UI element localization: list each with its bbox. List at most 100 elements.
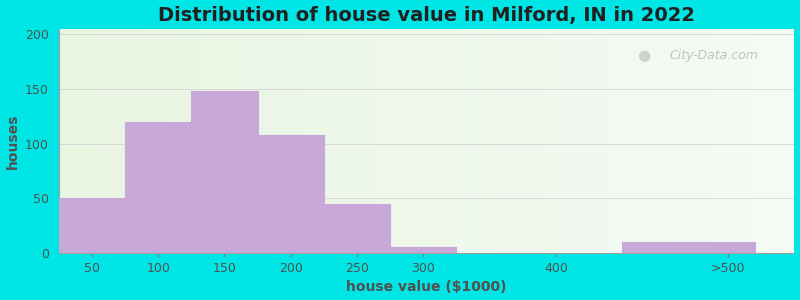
Bar <box>486 29 489 253</box>
Bar <box>772 29 776 253</box>
Bar <box>746 29 750 253</box>
Bar <box>272 29 276 253</box>
Bar <box>769 29 772 253</box>
Bar <box>626 29 629 253</box>
Bar <box>585 29 589 253</box>
Bar <box>364 29 368 253</box>
Bar <box>276 29 279 253</box>
Bar <box>320 29 323 253</box>
Bar <box>541 29 544 253</box>
Bar <box>169 29 173 253</box>
Bar <box>242 29 246 253</box>
Bar <box>125 29 129 253</box>
Bar <box>419 29 423 253</box>
Bar <box>415 29 419 253</box>
Bar <box>198 29 202 253</box>
Bar <box>776 29 780 253</box>
Bar <box>294 29 298 253</box>
Bar <box>673 29 677 253</box>
Bar <box>681 29 684 253</box>
Bar <box>743 29 746 253</box>
Bar <box>647 29 651 253</box>
Bar <box>397 29 401 253</box>
Bar <box>603 29 607 253</box>
Bar <box>698 29 702 253</box>
Bar <box>574 29 578 253</box>
Bar <box>279 29 283 253</box>
Bar <box>474 29 478 253</box>
Bar <box>338 29 342 253</box>
Bar <box>750 29 754 253</box>
Bar <box>309 29 313 253</box>
Bar <box>758 29 762 253</box>
Bar <box>360 29 364 253</box>
Bar <box>206 29 210 253</box>
Bar <box>166 29 169 253</box>
Bar <box>596 29 599 253</box>
Bar <box>666 29 670 253</box>
Bar <box>235 29 239 253</box>
Bar <box>640 29 644 253</box>
Bar <box>470 29 474 253</box>
Bar <box>728 29 732 253</box>
Bar <box>62 29 66 253</box>
Bar <box>732 29 735 253</box>
Bar <box>302 29 305 253</box>
Bar <box>566 29 570 253</box>
Bar <box>118 29 122 253</box>
Bar <box>500 29 504 253</box>
Bar <box>526 29 530 253</box>
Bar <box>592 29 596 253</box>
Bar <box>390 248 457 253</box>
Bar <box>456 29 460 253</box>
Bar <box>129 29 132 253</box>
Bar <box>511 29 515 253</box>
Bar <box>460 29 463 253</box>
Bar <box>342 29 346 253</box>
Bar <box>607 29 610 253</box>
Bar <box>445 29 449 253</box>
Bar <box>147 29 150 253</box>
Bar <box>394 29 397 253</box>
Bar <box>463 29 467 253</box>
Bar <box>323 29 327 253</box>
Bar <box>515 29 518 253</box>
Text: ●: ● <box>637 48 650 63</box>
Bar <box>691 29 695 253</box>
Bar <box>426 29 430 253</box>
Bar <box>390 29 394 253</box>
Bar <box>202 29 206 253</box>
Bar <box>482 29 486 253</box>
Bar <box>386 29 390 253</box>
Bar <box>555 29 559 253</box>
Bar <box>239 29 242 253</box>
Bar <box>261 29 265 253</box>
Bar <box>478 29 482 253</box>
Bar <box>66 29 70 253</box>
Bar <box>442 29 445 253</box>
Bar <box>92 29 95 253</box>
Bar <box>95 29 99 253</box>
Bar <box>702 29 706 253</box>
Bar <box>717 29 721 253</box>
Bar <box>316 29 320 253</box>
Bar <box>651 29 654 253</box>
Bar <box>375 29 378 253</box>
Bar <box>658 29 662 253</box>
Bar <box>578 29 581 253</box>
Bar <box>298 29 302 253</box>
Bar <box>714 29 717 253</box>
Bar <box>493 29 497 253</box>
Bar <box>305 29 309 253</box>
Bar <box>518 29 522 253</box>
Bar <box>77 29 81 253</box>
Bar <box>570 29 574 253</box>
Bar <box>331 29 334 253</box>
Bar <box>382 29 386 253</box>
Bar <box>534 29 537 253</box>
Bar <box>489 29 493 253</box>
Bar <box>232 29 235 253</box>
Bar <box>313 29 316 253</box>
Bar <box>286 29 290 253</box>
Bar <box>371 29 375 253</box>
